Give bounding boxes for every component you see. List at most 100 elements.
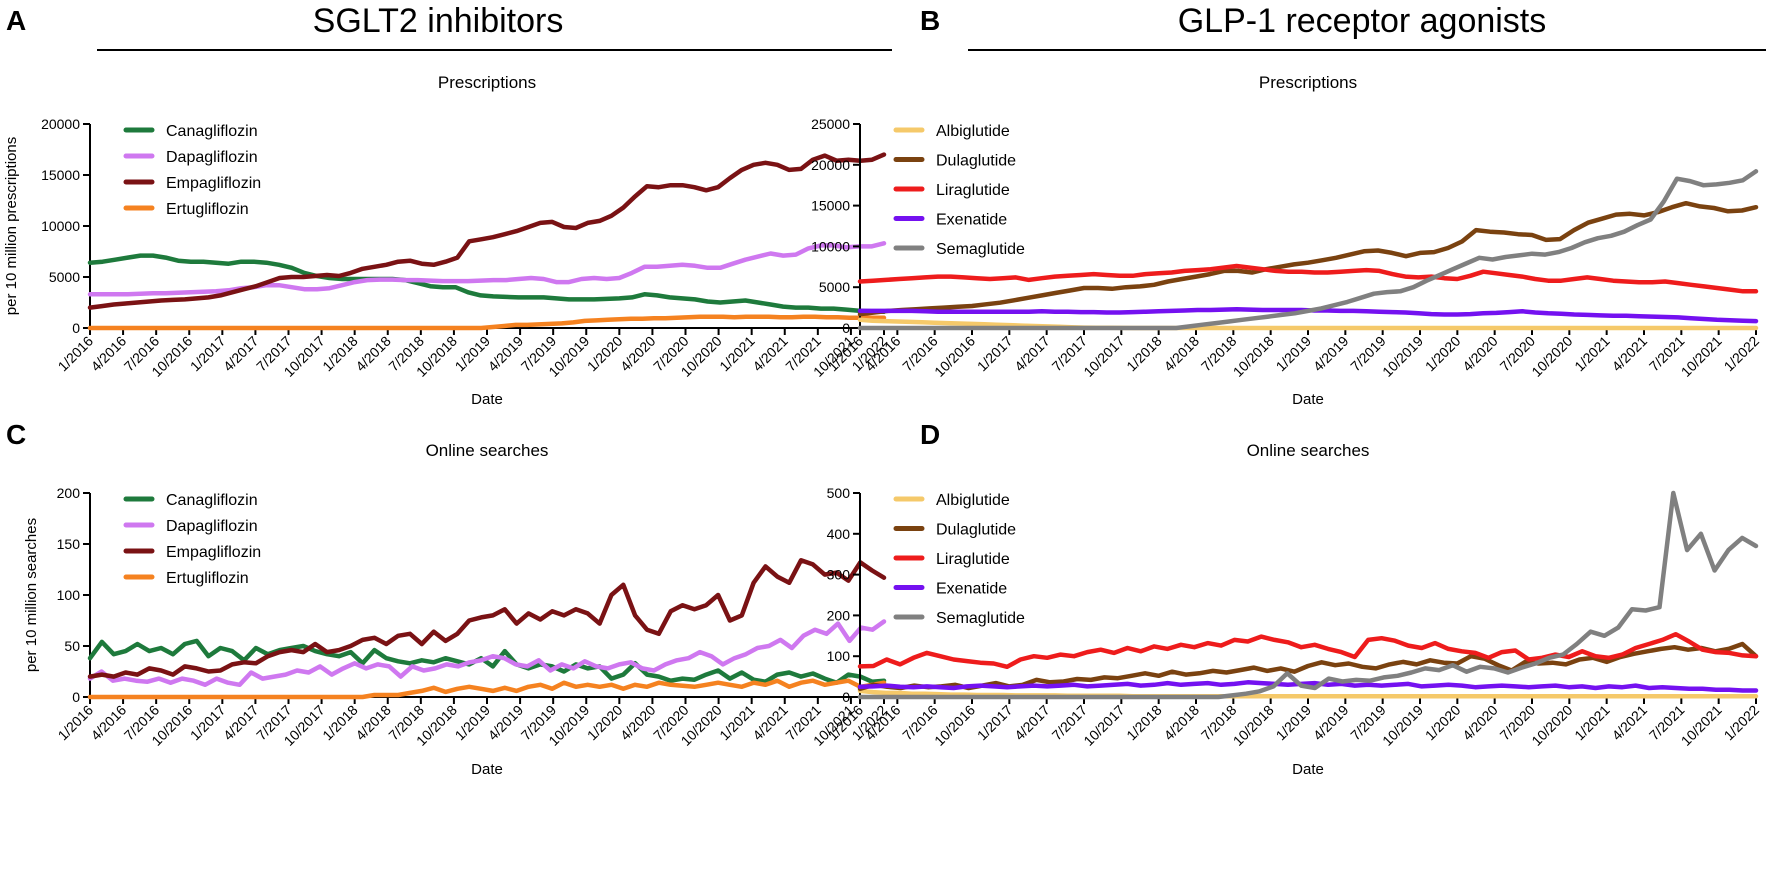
chart-d-x-tick-label: 4/2019 [1310,702,1352,744]
chart-c-x-tick-label: 4/2019 [485,702,527,744]
chart-a-x-tick-label: 4/2017 [220,333,262,375]
chart-c-x-tick-label: 1/2017 [187,702,229,744]
chart-c-y-tick-label: 50 [64,638,80,654]
chart-b-prescriptions-glp1: Prescriptions 0 5000 10000 15000 20000 25000 1/… [811,73,1762,408]
chart-a-x-tick-label: 1/2020 [584,333,626,375]
chart-b-series-semaglutide [857,169,1759,331]
chart-b-x-tick-label: 10/2020 [1528,333,1575,380]
chart-b-x-tick-label: 1/2020 [1422,333,1464,375]
chart-a-legend-label-dapagliflozin: Dapagliflozin [166,149,258,166]
chart-a-x-tick-label: 1/2021 [716,333,758,375]
chart-a-x-tick-label: 1/2018 [319,333,361,375]
chart-d-x-tick-label: 10/2016 [931,702,978,749]
chart-c-x-tick-label: 1/2016 [55,702,97,744]
chart-d-legend-label-albiglutide: Albiglutide [936,492,1010,509]
chart-d-y-tick-label: 200 [827,607,851,623]
chart-b-series-albiglutide [857,317,1759,331]
chart-b-y-tick-label: 0 [842,320,850,336]
group-title-sglt2: SGLT2 inhibitors [313,2,564,40]
chart-c-x-tick-label: 1/2021 [716,702,758,744]
chart-d-series-exenatide [857,680,1759,693]
chart-a-series-canagliflozin [87,253,887,314]
chart-d-x-tick-label: 4/2017 [1011,702,1053,744]
chart-b-series-dulaglutide [857,200,1759,317]
chart-b-legend-label-liraglutide: Liraglutide [936,182,1010,199]
chart-c-x-tick-label: 4/2021 [749,702,791,744]
chart-b-x-tick-label: 4/2018 [1161,333,1203,375]
chart-d-x-tick-label: 10/2018 [1230,702,1277,749]
chart-d-x-tick-label: 10/2020 [1528,702,1575,749]
chart-c-x-tick-label: 4/2020 [617,702,659,744]
chart-d-legend-label-semaglutide: Semaglutide [936,610,1025,627]
chart-c-legend-label-empagliflozin: Empagliflozin [166,544,261,561]
chart-b-x-tick-label: 1/2022 [1721,333,1763,375]
chart-b-x-tick-label: 10/2016 [931,333,978,380]
chart-b-x-tick-label: 10/2019 [1379,333,1426,380]
chart-a-legend-label-ertugliflozin: Ertugliflozin [166,201,249,218]
chart-d-x-axis-label: Date [1292,761,1324,778]
panel-letter-a: A [6,5,26,36]
chart-a-series-dapagliflozin [87,241,887,297]
chart-d-searches-glp1: Online searches01002003004005001/20164/2… [825,441,1763,778]
chart-b-y-tick-label: 10000 [811,238,850,254]
chart-b-x-tick-label: 1/2021 [1571,333,1613,375]
chart-a-y-tick-label: 0 [72,320,80,336]
chart-d-y-tick-label: 400 [827,526,851,542]
chart-d-legend-label-exenatide: Exenatide [936,581,1007,598]
chart-b-legend-label-semaglutide: Semaglutide [936,241,1025,258]
chart-d-legend-label-liraglutide: Liraglutide [936,551,1010,568]
chart-d-y-tick-label: 100 [827,648,851,664]
chart-c-y-tick-label: 150 [57,536,81,552]
chart-b-legend-label-dulaglutide: Dulaglutide [936,153,1016,170]
panel-letter-c: C [6,419,26,450]
chart-a-x-axis-label: Date [471,391,503,408]
chart-a-y-tick-label: 10000 [41,218,80,234]
chart-c-y-tick-label: 200 [57,485,81,501]
chart-d-x-tick-label: 1/2020 [1422,702,1464,744]
chart-d-y-tick-label: 0 [842,689,850,705]
chart-a-x-tick-label: 4/2020 [617,333,659,375]
chart-d-title: Online searches [1247,441,1370,460]
chart-b-y-tick-label: 25000 [811,116,850,132]
chart-c-legend-label-dapagliflozin: Dapagliflozin [166,518,258,535]
panel-letter-d: D [920,419,940,450]
chart-a-x-tick-label: 4/2019 [485,333,527,375]
chart-d-legend-label-dulaglutide: Dulaglutide [936,522,1016,539]
chart-b-x-tick-label: 10/2018 [1230,333,1277,380]
chart-d-x-tick-label: 4/2021 [1609,702,1651,744]
panel-letter-b: B [920,5,940,36]
chart-a-x-tick-label: 1/2017 [187,333,229,375]
chart-d-x-tick-label: 10/2019 [1379,702,1426,749]
chart-d-x-tick-label: 1/2018 [1123,702,1165,744]
chart-d-x-tick-label: 4/2020 [1459,702,1501,744]
chart-c-x-tick-label: 4/2016 [88,702,130,744]
chart-a-y-axis-label: per 10 million prescriptions [3,137,20,315]
chart-a-legend-label-canagliflozin: Canagliflozin [166,123,258,140]
chart-c-x-tick-label: 1/2018 [319,702,361,744]
chart-d-y-tick-label: 300 [827,567,851,583]
chart-c-legend-label-canagliflozin: Canagliflozin [166,492,258,509]
chart-c-title: Online searches [426,441,549,460]
chart-c-series-empagliflozin [87,558,887,679]
chart-c-series-canagliflozin [87,638,887,685]
chart-b-legend-label-albiglutide: Albiglutide [936,123,1010,140]
chart-b-x-tick-label: 1/2019 [1273,333,1315,375]
chart-d-x-tick-label: 10/2017 [1080,702,1127,749]
chart-a-title: Prescriptions [438,73,536,92]
chart-d-series-semaglutide [857,490,1759,700]
chart-a-y-tick-label: 20000 [41,116,80,132]
chart-c-series-dapagliflozin [87,619,887,688]
chart-b-x-tick-label: 10/2017 [1080,333,1127,380]
chart-b-legend-label-exenatide: Exenatide [936,212,1007,229]
chart-c-y-tick-label: 100 [57,587,81,603]
chart-c-x-tick-label: 4/2018 [352,702,394,744]
chart-a-series-empagliflozin [87,152,887,310]
chart-c-y-axis-label: per 10 million searches [23,518,40,672]
chart-b-x-tick-label: 1/2018 [1123,333,1165,375]
chart-d-x-tick-label: 1/2017 [974,702,1016,744]
chart-c-y-tick-label: 0 [72,689,80,705]
chart-b-x-tick-label: 4/2020 [1459,333,1501,375]
chart-d-x-tick-label: 1/2019 [1273,702,1315,744]
chart-d-y-tick-label: 500 [827,485,851,501]
